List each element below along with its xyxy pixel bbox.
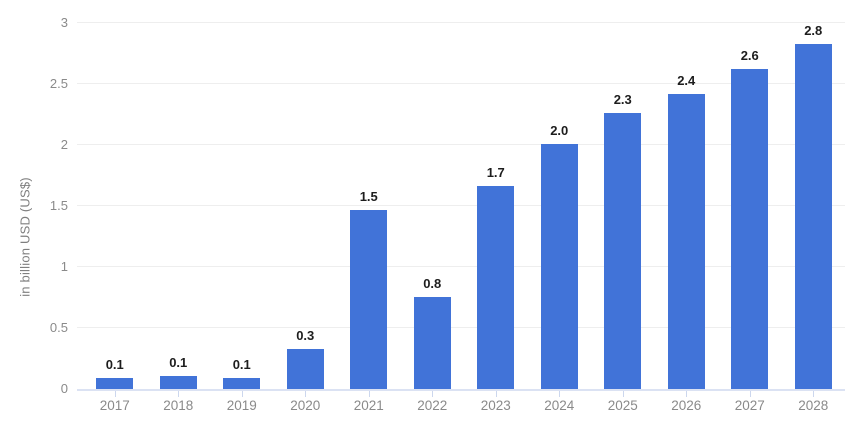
- bar-value-label: 0.1: [169, 355, 188, 370]
- x-axis-tick: [495, 391, 497, 397]
- bar[interactable]: [413, 297, 451, 389]
- bar[interactable]: [477, 186, 515, 389]
- bar-value-label: 1.5: [359, 189, 378, 204]
- bar-value-label: 1.7: [486, 165, 505, 180]
- x-axis-tick-label: 2019: [226, 398, 257, 413]
- x-axis-tick: [241, 391, 243, 397]
- y-axis-tick-label: 0.5: [49, 320, 68, 335]
- x-axis-line: [77, 389, 845, 391]
- x-axis-tick-label: 2020: [290, 398, 321, 413]
- bar-value-label: 0.8: [423, 276, 442, 291]
- y-gridline: [77, 266, 845, 267]
- y-gridline: [77, 327, 845, 328]
- bar-value-label: 2.6: [740, 48, 759, 63]
- x-axis-tick-label: 2025: [607, 398, 638, 413]
- x-axis-tick-label: 2027: [734, 398, 765, 413]
- bar[interactable]: [223, 378, 261, 389]
- x-axis-tick-label: 2026: [671, 398, 702, 413]
- y-axis-tick-label: 0: [60, 381, 68, 396]
- bar-value-label: 0.3: [296, 328, 315, 343]
- x-axis-tick: [368, 391, 370, 397]
- y-gridline: [77, 22, 845, 23]
- y-axis-tick-label: 1.5: [49, 198, 68, 213]
- x-axis-tick-label: 2021: [353, 398, 384, 413]
- bar[interactable]: [794, 44, 832, 389]
- y-axis-title: in billion USD (US$): [17, 177, 33, 297]
- x-axis-tick-label: 2022: [417, 398, 448, 413]
- x-axis-tick: [559, 391, 561, 397]
- bar[interactable]: [667, 94, 705, 389]
- bar[interactable]: [159, 376, 197, 389]
- bar[interactable]: [604, 113, 642, 389]
- y-axis-tick-label: 2: [60, 137, 68, 152]
- x-axis-tick: [178, 391, 180, 397]
- bar-value-label: 2.3: [613, 92, 632, 107]
- x-axis-tick: [622, 391, 624, 397]
- x-axis-tick: [813, 391, 815, 397]
- x-axis-tick-label: 2024: [544, 398, 575, 413]
- x-axis-tick: [305, 391, 307, 397]
- y-gridline: [77, 83, 845, 84]
- x-axis-tick: [749, 391, 751, 397]
- x-axis-tick: [432, 391, 434, 397]
- y-axis-tick-label: 2.5: [49, 76, 68, 91]
- y-gridline: [77, 205, 845, 206]
- x-axis-tick-label: 2017: [99, 398, 130, 413]
- bar[interactable]: [731, 69, 769, 389]
- x-axis-tick-label: 2023: [480, 398, 511, 413]
- bar-value-label: 0.1: [105, 357, 124, 372]
- bar[interactable]: [540, 144, 578, 389]
- bar-value-label: 0.1: [232, 357, 251, 372]
- x-axis-tick-label: 2028: [798, 398, 829, 413]
- bar-value-label: 2.0: [550, 123, 569, 138]
- y-axis-tick-label: 1: [60, 259, 68, 274]
- bar[interactable]: [286, 349, 324, 389]
- bar-value-label: 2.8: [804, 23, 823, 38]
- x-axis-tick-label: 2018: [163, 398, 194, 413]
- x-axis-tick: [114, 391, 116, 397]
- bar[interactable]: [96, 378, 134, 389]
- x-axis-tick: [686, 391, 688, 397]
- bar[interactable]: [350, 210, 388, 389]
- y-axis-tick-label: 3: [60, 15, 68, 30]
- bar-value-label: 2.4: [677, 73, 696, 88]
- y-gridline: [77, 144, 845, 145]
